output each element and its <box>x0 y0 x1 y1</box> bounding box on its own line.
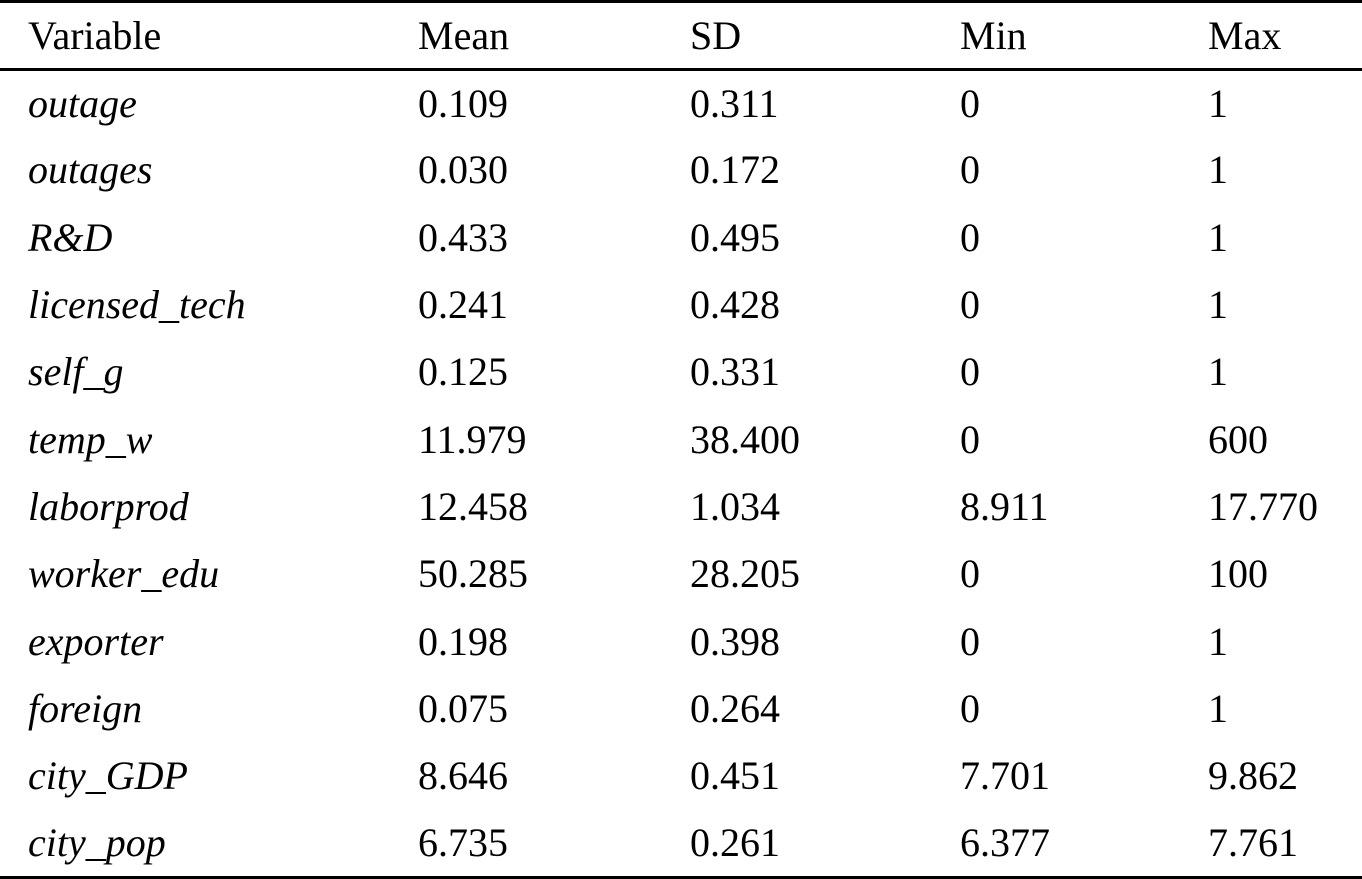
cell-min: 0 <box>960 282 980 328</box>
cell-min: 0 <box>960 416 980 462</box>
cell-variable: laborprod <box>28 483 189 529</box>
cell-min: 0 <box>960 349 980 395</box>
cell-min: 0 <box>960 147 980 193</box>
table-row: city_pop 6.735 0.261 6.377 7.761 <box>0 809 1362 879</box>
cell-sd: 0.172 <box>690 147 780 193</box>
cell-mean: 8.646 <box>418 753 508 799</box>
header-variable: Variable <box>0 0 418 71</box>
cell-variable: self_g <box>28 349 124 395</box>
cell-sd: 0.398 <box>690 618 780 664</box>
table-row: R&D 0.433 0.495 0 1 <box>0 204 1362 271</box>
cell-mean: 11.979 <box>418 416 527 462</box>
cell-min: 8.911 <box>960 483 1049 529</box>
cell-mean: 12.458 <box>418 483 528 529</box>
table-row: worker_edu 50.285 28.205 0 100 <box>0 541 1362 608</box>
table-row: temp_w 11.979 38.400 0 600 <box>0 406 1362 473</box>
cell-max: 600 <box>1208 416 1268 462</box>
cell-mean: 50.285 <box>418 551 528 597</box>
cell-max: 7.761 <box>1208 809 1362 879</box>
cell-mean: 0.109 <box>418 80 508 126</box>
cell-mean: 0.241 <box>418 282 508 328</box>
cell-min: 7.701 <box>960 753 1050 799</box>
table-row: licensed_tech 0.241 0.428 0 1 <box>0 271 1362 338</box>
cell-min: 0 <box>960 618 980 664</box>
cell-mean: 0.433 <box>418 214 508 260</box>
cell-sd: 0.261 <box>690 809 960 879</box>
cell-sd: 0.311 <box>690 80 779 126</box>
table-row: city_GDP 8.646 0.451 7.701 9.862 <box>0 742 1362 809</box>
cell-max: 1 <box>1208 214 1228 260</box>
cell-max: 9.862 <box>1208 753 1298 799</box>
table-row: outages 0.030 0.172 0 1 <box>0 137 1362 204</box>
table-row: laborprod 12.458 1.034 8.911 17.770 <box>0 473 1362 540</box>
table-body: outage 0.109 0.311 0 1 outages 0.030 0.1… <box>0 70 1362 879</box>
cell-sd: 28.205 <box>690 551 800 597</box>
cell-variable: temp_w <box>28 416 153 462</box>
header-max: Max <box>1208 0 1362 71</box>
cell-variable: R&D <box>28 214 113 260</box>
cell-mean: 0.198 <box>418 618 508 664</box>
cell-min: 0 <box>960 551 980 597</box>
cell-min: 0 <box>960 685 980 731</box>
cell-sd: 0.264 <box>690 685 780 731</box>
cell-sd: 0.331 <box>690 349 780 395</box>
cell-max: 1 <box>1208 147 1228 193</box>
cell-max: 100 <box>1208 551 1268 597</box>
cell-mean: 0.075 <box>418 685 508 731</box>
cell-mean: 0.125 <box>418 349 508 395</box>
cell-variable: outage <box>28 80 137 126</box>
cell-max: 1 <box>1208 618 1228 664</box>
cell-variable: city_pop <box>0 809 418 879</box>
cell-min: 0 <box>960 80 980 126</box>
cell-sd: 0.428 <box>690 282 780 328</box>
cell-variable: licensed_tech <box>28 282 246 328</box>
cell-variable: outages <box>28 147 153 193</box>
cell-sd: 0.495 <box>690 214 780 260</box>
table-row: exporter 0.198 0.398 0 1 <box>0 608 1362 675</box>
table-row: foreign 0.075 0.264 0 1 <box>0 675 1362 742</box>
cell-variable: worker_edu <box>28 551 220 597</box>
header-mean: Mean <box>418 0 690 71</box>
cell-max: 1 <box>1208 685 1228 731</box>
table-row: outage 0.109 0.311 0 1 <box>0 70 1362 137</box>
cell-min: 0 <box>960 214 980 260</box>
header-sd: SD <box>690 0 960 71</box>
cell-variable: exporter <box>28 618 164 664</box>
cell-max: 1 <box>1208 282 1228 328</box>
cell-sd: 1.034 <box>690 483 780 529</box>
table-row: self_g 0.125 0.331 0 1 <box>0 339 1362 406</box>
cell-min: 6.377 <box>960 809 1208 879</box>
cell-mean: 6.735 <box>418 809 690 879</box>
cell-variable: foreign <box>28 685 143 731</box>
cell-sd: 0.451 <box>690 753 780 799</box>
cell-max: 1 <box>1208 80 1228 126</box>
cell-mean: 0.030 <box>418 147 508 193</box>
cell-variable: city_GDP <box>28 753 188 799</box>
table-header: Variable Mean SD Min Max <box>0 0 1362 71</box>
header-min: Min <box>960 0 1208 71</box>
header-row: Variable Mean SD Min Max <box>0 0 1362 71</box>
cell-max: 17.770 <box>1208 483 1318 529</box>
cell-sd: 38.400 <box>690 416 800 462</box>
cell-max: 1 <box>1208 349 1228 395</box>
